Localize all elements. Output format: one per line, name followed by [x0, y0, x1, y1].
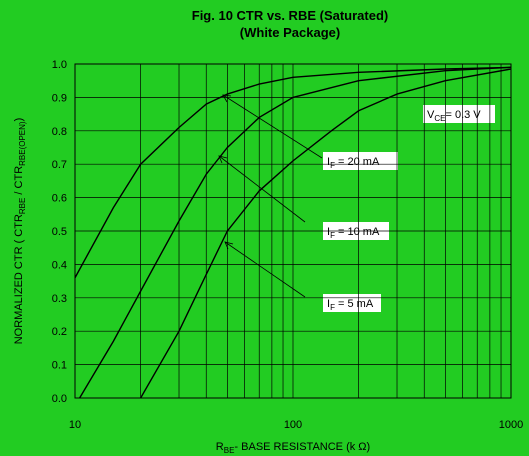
- annotation: IF = 5 mA: [327, 298, 374, 312]
- y-tick-label: 0.2: [52, 326, 67, 338]
- x-tick-label: 1000: [499, 419, 523, 431]
- annotation-boxes: [323, 105, 495, 312]
- y-tick-label: 0.1: [52, 360, 67, 372]
- y-tick-label: 0.6: [52, 193, 67, 205]
- x-tick-label: 100: [284, 419, 302, 431]
- text-part: BE: [224, 446, 235, 455]
- text-part: I: [327, 156, 330, 168]
- text-part: I: [327, 298, 330, 310]
- y-tick-label: 0.5: [52, 226, 67, 238]
- y-axis-label: NORMALIZED CTR ( CTRRBE / CTRRBE(OPEN)): [13, 118, 27, 345]
- text-part: R: [216, 441, 224, 453]
- text-part: RBE(OPEN): [18, 121, 27, 166]
- annotation-box: [323, 294, 381, 312]
- text-part: = 0.3 V: [445, 109, 481, 121]
- text-part: ): [13, 118, 25, 122]
- text-part: NORMALIZED CTR ( CTR: [13, 214, 25, 344]
- arrow-head: [224, 241, 234, 250]
- text-part: = 20 mA: [335, 156, 380, 168]
- y-tick-label: 0.0: [52, 393, 67, 405]
- chart-subtitle: (White Package): [240, 25, 340, 40]
- y-tick-label: 0.7: [52, 159, 67, 171]
- text-part: F: [330, 231, 335, 240]
- y-tick-label: 0.4: [52, 259, 67, 271]
- chart-title: Fig. 10 CTR vs. RBE (Saturated): [192, 8, 388, 23]
- y-tick-label: 0.3: [52, 293, 67, 305]
- text-part: RBE: [18, 198, 27, 214]
- arrows: [218, 94, 323, 298]
- text-part: CE: [434, 114, 445, 123]
- plot-border: [74, 63, 512, 399]
- y-tick-label: 0.8: [52, 126, 67, 138]
- text-part: V: [427, 109, 435, 121]
- annotation-box: [323, 152, 398, 170]
- text-part: / CTR: [13, 166, 25, 198]
- text-part: = 10 mA: [335, 226, 380, 238]
- x-tick-label: 10: [69, 419, 81, 431]
- series-line: [74, 66, 512, 279]
- arrow-head: [218, 155, 228, 164]
- arrow: [224, 241, 306, 298]
- arrow-head: [222, 94, 232, 103]
- annotation: IF = 10 mA: [327, 226, 380, 240]
- x-axis-label: RBE- BASE RESISTANCE (k Ω): [216, 441, 370, 455]
- series-line: [79, 66, 512, 399]
- text-part: I: [327, 226, 330, 238]
- text-part: - BASE RESISTANCE (k Ω): [234, 441, 370, 453]
- y-tick-label: 0.9: [52, 92, 67, 104]
- annotation: IF = 20 mA: [327, 156, 380, 170]
- series-line: [140, 68, 512, 399]
- arrow: [222, 94, 323, 159]
- text-part: F: [330, 161, 335, 170]
- annotation: VCE= 0.3 V: [427, 109, 481, 123]
- y-tick-label: 1.0: [52, 59, 67, 71]
- text-part: = 5 mA: [335, 298, 374, 310]
- text-part: F: [330, 303, 335, 312]
